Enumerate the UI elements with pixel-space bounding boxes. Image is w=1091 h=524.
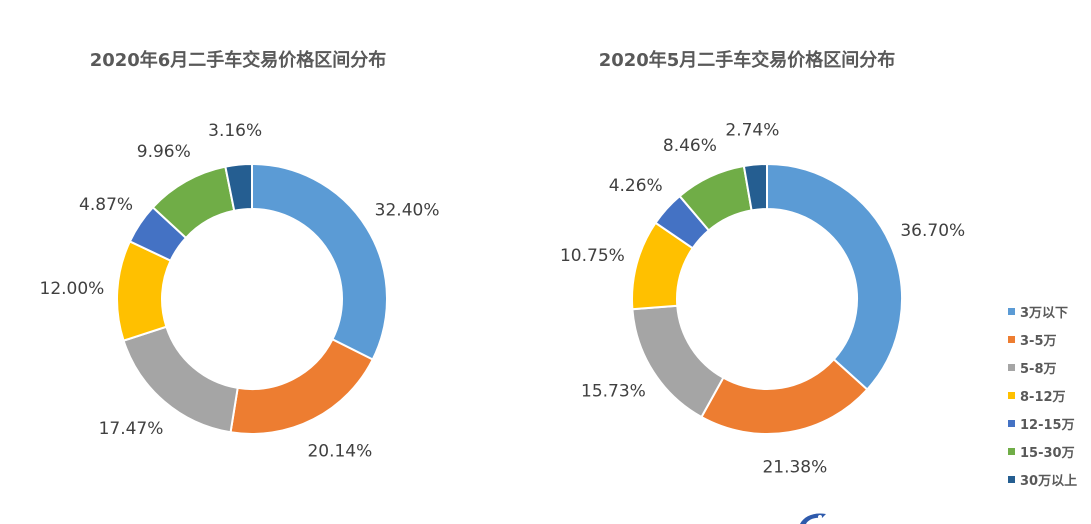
legend-label: 30万以上 — [1020, 473, 1078, 489]
legend-item: 5-8万 — [1008, 353, 1090, 381]
legend-item: 12-15万 — [1008, 409, 1090, 437]
legend-swatch — [1008, 335, 1015, 343]
data-label: 32.40% — [375, 201, 440, 221]
legend-label: 15-30万 — [1020, 445, 1075, 461]
legend-swatch — [1008, 447, 1015, 455]
data-label: 20.14% — [307, 441, 372, 461]
data-label: 10.75% — [560, 246, 625, 266]
data-label: 21.38% — [762, 458, 827, 478]
chart-title-june: 2020年6月二手车交易价格区间分布 — [90, 49, 387, 71]
donut-slice — [251, 162, 388, 361]
legend-item: 15-30万 — [1008, 437, 1090, 465]
logo-icon — [800, 513, 826, 524]
legend-swatch — [1008, 391, 1015, 399]
donut-slice — [700, 357, 869, 435]
data-label: 36.70% — [900, 221, 965, 241]
legend-label: 3-5万 — [1020, 333, 1057, 349]
legend-item: 30万以上 — [1008, 465, 1090, 493]
chart-legend: 3万以下 3-5万 5-8万 8-12万 12-15万 15-30万 30万以上 — [1008, 297, 1090, 493]
legend-swatch — [1008, 419, 1015, 427]
legend-swatch — [1008, 475, 1015, 483]
data-label: 17.47% — [99, 419, 164, 439]
donut-slice — [224, 162, 253, 212]
legend-label: 3万以下 — [1020, 305, 1069, 321]
legend-item: 3万以下 — [1008, 297, 1090, 325]
legend-item: 8-12万 — [1008, 381, 1090, 409]
donut-slice — [766, 162, 903, 391]
legend-label: 12-15万 — [1020, 417, 1075, 433]
donut-slice — [631, 304, 725, 419]
donut-slice — [742, 162, 768, 212]
data-label: 4.26% — [609, 176, 663, 196]
data-label: 15.73% — [581, 382, 646, 402]
legend-item: 3-5万 — [1008, 325, 1090, 353]
data-label: 4.87% — [79, 195, 133, 215]
donut-chart-june: 2020年6月二手车交易价格区间分布 32.40% 20.14% 17.47% 12.… — [40, 49, 440, 461]
donut-chart-may: 2020年5月二手车交易价格区间分布 36.70% 21.38% 15.73% 10.… — [560, 49, 965, 478]
data-label: 3.16% — [208, 121, 262, 141]
legend-label: 5-8万 — [1020, 361, 1057, 377]
data-label: 2.74% — [725, 121, 779, 141]
legend-swatch — [1008, 307, 1015, 315]
donut-slice — [229, 338, 375, 435]
legend-label: 8-12万 — [1020, 389, 1066, 405]
legend-swatch — [1008, 363, 1015, 371]
donut-slice — [122, 325, 239, 434]
data-label: 9.96% — [137, 142, 191, 162]
data-label: 8.46% — [663, 136, 717, 156]
chart-title-may: 2020年5月二手车交易价格区间分布 — [599, 49, 896, 71]
data-label: 12.00% — [40, 279, 105, 299]
